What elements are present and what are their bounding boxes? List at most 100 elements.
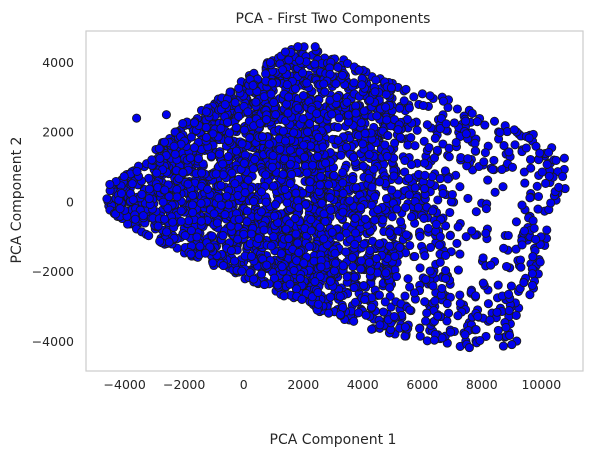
scatter-point xyxy=(144,231,154,241)
scatter-point xyxy=(335,310,345,320)
scatter-point xyxy=(267,78,277,88)
scatter-point xyxy=(533,204,543,214)
scatter-point xyxy=(155,153,165,163)
scatter-point xyxy=(385,283,395,293)
scatter-point xyxy=(329,266,339,276)
scatter-point xyxy=(231,123,241,133)
scatter-point xyxy=(378,215,388,225)
scatter-point xyxy=(290,84,301,94)
scatter-point xyxy=(419,136,429,146)
scatter-point xyxy=(320,217,330,227)
scatter-point xyxy=(257,132,268,142)
scatter-point xyxy=(266,241,276,251)
scatter-point xyxy=(367,302,377,312)
scatter-point xyxy=(144,184,154,194)
scatter-point xyxy=(186,249,196,259)
scatter-point xyxy=(249,196,259,207)
scatter-point xyxy=(338,188,348,198)
scatter-point xyxy=(320,87,330,97)
scatter-point xyxy=(387,185,397,195)
scatter-point xyxy=(370,87,380,97)
scatter-point xyxy=(317,198,327,208)
scatter-point xyxy=(393,226,403,236)
scatter-point xyxy=(445,207,455,218)
scatter-point xyxy=(289,266,299,276)
scatter-point xyxy=(224,128,235,138)
scatter-point xyxy=(504,289,514,299)
scatter-point xyxy=(218,159,228,169)
scatter-point xyxy=(324,180,334,190)
y-axis-label: PCA Component 2 xyxy=(9,137,25,264)
scatter-point xyxy=(231,146,241,156)
scatter-point xyxy=(527,269,537,279)
scatter-point xyxy=(430,296,440,306)
scatter-point xyxy=(529,223,539,233)
scatter-point xyxy=(262,260,272,270)
scatter-point xyxy=(381,268,391,278)
scatter-point xyxy=(361,310,371,320)
scatter-point xyxy=(303,127,313,137)
scatter-point xyxy=(373,205,383,215)
scatter-point xyxy=(395,242,405,252)
scatter-point xyxy=(115,204,125,214)
scatter-point xyxy=(245,133,255,143)
scatter-point xyxy=(248,164,258,174)
scatter-point xyxy=(216,123,226,133)
scatter-point xyxy=(178,119,188,129)
scatter-point xyxy=(206,151,216,161)
scatter-point xyxy=(404,190,414,200)
scatter-point xyxy=(201,122,211,133)
scatter-point xyxy=(365,266,376,276)
scatter-point xyxy=(404,173,414,183)
scatter-point xyxy=(446,197,456,207)
scatter-point xyxy=(327,109,337,119)
scatter-point xyxy=(334,113,344,123)
scatter-point xyxy=(251,97,261,107)
scatter-point xyxy=(279,291,289,301)
scatter-point xyxy=(195,241,205,251)
scatter-point xyxy=(332,92,342,103)
scatter-point xyxy=(278,169,288,179)
scatter-point xyxy=(393,125,403,135)
scatter-point xyxy=(463,193,473,203)
scatter-point xyxy=(410,183,420,193)
scatter-point xyxy=(475,335,485,346)
scatter-point xyxy=(480,148,490,158)
scatter-point xyxy=(461,129,471,139)
scatter-point xyxy=(382,151,392,161)
scatter-point xyxy=(299,140,309,150)
scatter-point xyxy=(486,260,496,270)
scatter-point xyxy=(261,170,271,180)
scatter-point xyxy=(218,261,228,271)
scatter-point xyxy=(374,290,384,300)
scatter-point xyxy=(160,185,170,195)
scatter-point xyxy=(319,234,329,244)
scatter-point xyxy=(470,146,480,156)
scatter-point xyxy=(417,89,427,99)
scatter-point xyxy=(389,171,399,181)
scatter-point xyxy=(471,207,481,217)
scatter-point xyxy=(415,323,425,334)
scatter-point xyxy=(372,111,382,121)
scatter-point xyxy=(234,214,244,224)
scatter-point xyxy=(333,62,343,72)
scatter-point xyxy=(178,168,188,178)
scatter-point xyxy=(400,322,410,332)
scatter-point xyxy=(225,87,235,97)
scatter-point xyxy=(420,297,430,307)
scatter-point xyxy=(289,128,299,138)
scatter-point xyxy=(128,195,138,205)
scatter-point xyxy=(237,266,247,276)
scatter-point xyxy=(302,168,312,178)
scatter-point xyxy=(455,249,465,259)
scatter-point xyxy=(383,131,393,141)
scatter-point xyxy=(453,222,463,232)
scatter-point xyxy=(406,133,416,143)
scatter-point xyxy=(203,184,213,194)
scatter-point xyxy=(273,280,283,290)
scatter-point xyxy=(163,203,173,213)
scatter-point xyxy=(284,55,294,65)
scatter-point xyxy=(349,152,359,162)
scatter-point xyxy=(222,117,233,127)
y-tick-label: −2000 xyxy=(32,264,74,279)
